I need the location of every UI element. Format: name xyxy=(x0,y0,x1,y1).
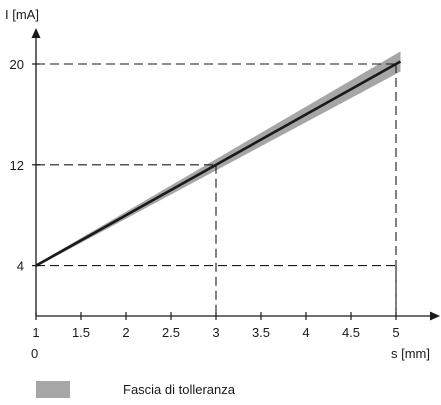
x-axis-title: s [mm] xyxy=(391,346,430,361)
origin-label: 0 xyxy=(31,346,38,361)
x-tick-label-8: 5 xyxy=(392,325,399,340)
x-tick-label-6: 4 xyxy=(302,325,309,340)
chart: 1 1.5 2 2.5 3 3.5 4 4.5 5 4 12 20 I [mA] s [mm] 0 xyxy=(5,7,440,361)
y-tick-label-2: 20 xyxy=(10,57,24,72)
x-tick-label-2: 2 xyxy=(122,325,129,340)
y-axis-title: I [mA] xyxy=(5,7,39,22)
legend: Fascia di tolleranza xyxy=(36,381,235,398)
series-layer xyxy=(35,60,402,267)
x-tick-label-0: 1 xyxy=(32,325,39,340)
y-axis-arrow-icon xyxy=(31,28,41,38)
series-line-0 xyxy=(35,60,402,267)
y-tick-label-0: 4 xyxy=(17,259,24,274)
axes-layer xyxy=(31,28,440,321)
reference-lines-layer xyxy=(36,63,397,316)
legend-label-tolerance-band: Fascia di tolleranza xyxy=(123,382,235,397)
tolerance-band-layer xyxy=(36,51,401,267)
x-tick-label-5: 3.5 xyxy=(252,325,270,340)
legend-swatch-tolerance-band xyxy=(36,381,70,398)
x-tick-label-7: 4.5 xyxy=(342,325,360,340)
y-tick-label-1: 12 xyxy=(10,158,24,173)
tick-layer: 1 1.5 2 2.5 3 3.5 4 4.5 5 4 12 20 xyxy=(10,57,400,340)
x-tick-label-1: 1.5 xyxy=(72,325,90,340)
x-tick-label-3: 2.5 xyxy=(162,325,180,340)
x-axis-arrow-icon xyxy=(430,311,440,321)
tolerance-band xyxy=(36,51,401,267)
x-tick-label-4: 3 xyxy=(212,325,219,340)
